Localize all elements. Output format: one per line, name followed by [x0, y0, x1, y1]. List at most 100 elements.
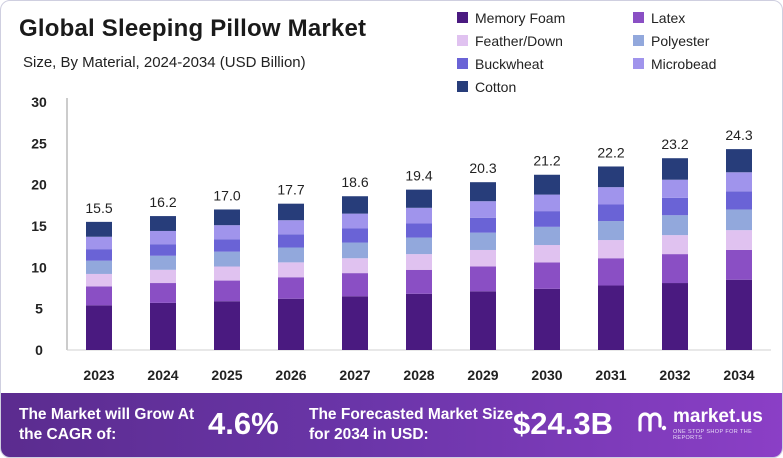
bar-segment: [86, 249, 112, 261]
x-tick-label: 2029: [467, 367, 498, 383]
bar-segment: [726, 279, 752, 350]
bar-segment: [150, 283, 176, 303]
bar-segment: [342, 213, 368, 229]
legend-swatch: [457, 81, 468, 92]
legend-label: Microbead: [651, 55, 717, 72]
legend-item: Memory Foam: [457, 7, 633, 28]
bar-segment: [214, 239, 240, 252]
bar-segment: [278, 277, 304, 299]
x-tick-label: 2027: [339, 367, 370, 383]
bar-segment: [278, 220, 304, 235]
forecast-label: The Forecasted Market Size for 2034 in U…: [309, 406, 514, 443]
bar-segment: [470, 232, 496, 250]
y-tick-label: 25: [31, 135, 47, 151]
bar-segment: [342, 258, 368, 274]
bar-segment: [662, 197, 688, 216]
bar-segment: [662, 254, 688, 284]
market-us-logo-icon: [638, 412, 667, 432]
x-tick-label: 2025: [211, 367, 242, 383]
bar-segment: [406, 237, 432, 255]
bar-segment: [598, 240, 624, 259]
y-tick-label: 10: [31, 259, 47, 275]
bar-segment: [406, 293, 432, 350]
brand-tagline: ONE STOP SHOP FOR THE REPORTS: [673, 429, 753, 441]
bar-segment: [86, 286, 112, 306]
bar-segment: [534, 194, 560, 212]
bar-total-label: 16.2: [149, 194, 176, 210]
bar-segment: [86, 305, 112, 350]
bar-segment: [470, 291, 496, 350]
bar-segment: [406, 254, 432, 270]
bar-total-label: 17.7: [277, 182, 304, 198]
bar-segment: [598, 204, 624, 222]
cagr-label: The Market will Grow At the CAGR of:: [19, 406, 195, 443]
bar-segment: [662, 215, 688, 236]
bar-segment: [534, 245, 560, 263]
bar-segment: [278, 203, 304, 221]
brand-name: market.us: [673, 406, 763, 427]
bar-segment: [726, 191, 752, 210]
legend-swatch: [457, 35, 468, 46]
bar-segment: [214, 251, 240, 267]
legend-label: Cotton: [475, 78, 517, 95]
bar-segment: [534, 288, 560, 350]
bar-segment: [534, 211, 560, 227]
legend-label: Polyester: [651, 32, 710, 49]
chart-legend: Memory Foam Latex Feather/Down Polyester Buc…: [457, 7, 777, 97]
bar-segment: [86, 273, 112, 287]
bar-segment: [534, 226, 560, 246]
stacked-bar-chart: 05101520253015.5202316.2202417.0202517.7…: [31, 94, 771, 383]
bar-segment: [726, 230, 752, 250]
bar-segment: [150, 269, 176, 284]
cagr-value: 4.6%: [208, 406, 279, 441]
legend-swatch: [457, 12, 468, 23]
bar-segment: [86, 236, 112, 250]
legend-swatch: [633, 12, 644, 23]
y-tick-label: 0: [35, 342, 43, 358]
bar-segment: [278, 262, 304, 278]
bar-segment: [342, 196, 368, 214]
x-tick-label: 2032: [659, 367, 690, 383]
legend-label: Buckwheat: [475, 55, 544, 72]
bar-segment: [150, 216, 176, 231]
bar-total-label: 21.2: [533, 153, 560, 169]
legend-label: Feather/Down: [475, 32, 563, 49]
bar-segment: [662, 179, 688, 198]
bar-segment: [726, 249, 752, 280]
legend-item: Microbead: [633, 53, 773, 74]
bar-total-label: 17.0: [213, 187, 240, 203]
bar-segment: [214, 280, 240, 302]
legend-swatch: [457, 58, 468, 69]
summary-band: [1, 393, 782, 457]
legend-item: Feather/Down: [457, 30, 633, 51]
y-tick-label: 15: [31, 218, 47, 234]
bar-segment: [470, 182, 496, 202]
bar-segment: [342, 296, 368, 350]
legend-swatch: [633, 35, 644, 46]
bar-total-label: 23.2: [661, 136, 688, 152]
bar-segment: [406, 189, 432, 208]
bar-total-label: 24.3: [725, 127, 752, 143]
bar-segment: [598, 166, 624, 188]
bar-segment: [470, 249, 496, 267]
legend-item: Buckwheat: [457, 53, 633, 74]
legend-item: Latex: [633, 7, 773, 28]
bar-segment: [214, 301, 240, 350]
bar-segment: [534, 262, 560, 289]
bar-segment: [342, 228, 368, 243]
legend-item: Cotton: [457, 76, 633, 97]
bar-segment: [470, 266, 496, 292]
bar-segment: [662, 235, 688, 255]
bar-segment: [278, 247, 304, 263]
bar-segment: [470, 201, 496, 218]
bar-segment: [278, 298, 304, 350]
bar-segment: [598, 221, 624, 241]
bar-segment: [406, 207, 432, 224]
bar-segment: [406, 269, 432, 294]
bar-segment: [150, 302, 176, 350]
chart-title: Global Sleeping Pillow Market: [19, 15, 367, 42]
x-tick-label: 2031: [595, 367, 626, 383]
bar-segment: [598, 187, 624, 205]
bar-segment: [214, 209, 240, 226]
bar-segment: [150, 244, 176, 256]
